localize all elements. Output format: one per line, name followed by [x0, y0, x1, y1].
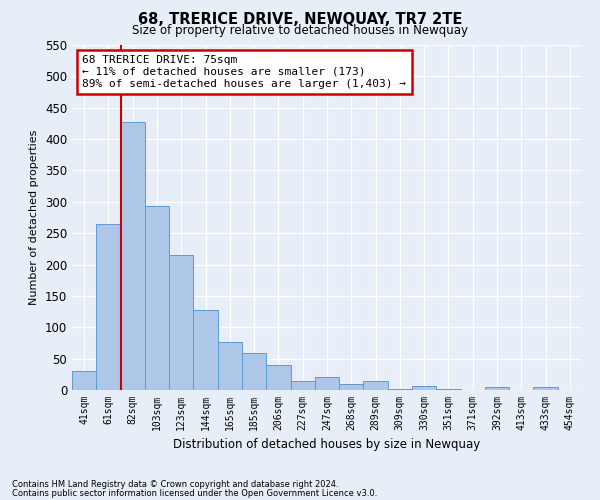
Bar	[145, 206, 169, 390]
Bar	[315, 377, 339, 390]
Bar	[388, 388, 412, 390]
Bar	[290, 380, 315, 390]
Bar	[242, 353, 266, 390]
Bar	[266, 365, 290, 390]
Bar	[364, 381, 388, 390]
Text: 68 TRERICE DRIVE: 75sqm
← 11% of detached houses are smaller (173)
89% of semi-d: 68 TRERICE DRIVE: 75sqm ← 11% of detache…	[82, 56, 406, 88]
Bar	[412, 386, 436, 390]
Bar	[121, 122, 145, 390]
Bar	[339, 384, 364, 390]
Bar	[169, 255, 193, 390]
Bar	[485, 387, 509, 390]
Bar	[218, 342, 242, 390]
Bar	[193, 310, 218, 390]
X-axis label: Distribution of detached houses by size in Newquay: Distribution of detached houses by size …	[173, 438, 481, 452]
Bar	[533, 388, 558, 390]
Bar	[72, 371, 96, 390]
Text: 68, TRERICE DRIVE, NEWQUAY, TR7 2TE: 68, TRERICE DRIVE, NEWQUAY, TR7 2TE	[138, 12, 462, 28]
Text: Contains HM Land Registry data © Crown copyright and database right 2024.: Contains HM Land Registry data © Crown c…	[12, 480, 338, 489]
Y-axis label: Number of detached properties: Number of detached properties	[29, 130, 40, 305]
Bar	[96, 224, 121, 390]
Text: Size of property relative to detached houses in Newquay: Size of property relative to detached ho…	[132, 24, 468, 37]
Text: Contains public sector information licensed under the Open Government Licence v3: Contains public sector information licen…	[12, 489, 377, 498]
